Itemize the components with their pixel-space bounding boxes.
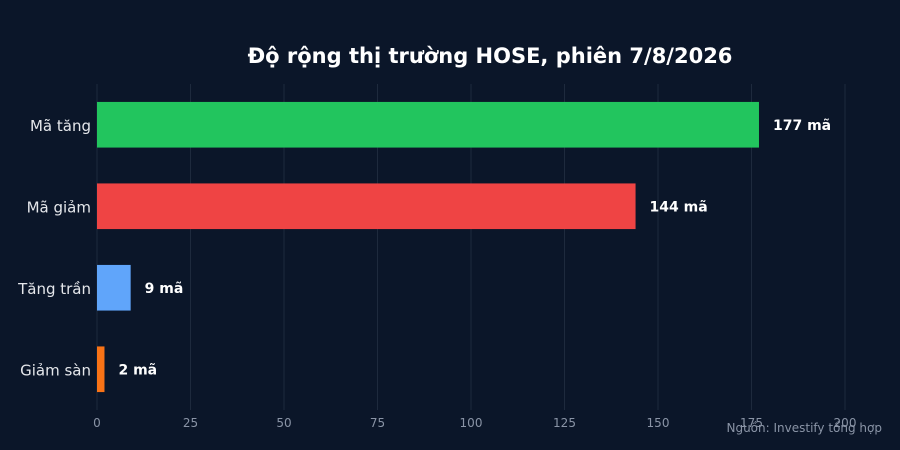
x-tick-label: 75: [370, 416, 385, 430]
category-label: Mã tăng: [30, 117, 91, 135]
x-tick-label: 50: [276, 416, 291, 430]
x-tick-label: 150: [647, 416, 670, 430]
bar: [97, 264, 131, 311]
source-note: Nguồn: Investify tổng hợp: [726, 421, 882, 435]
bars: [97, 101, 759, 393]
bar: [97, 183, 636, 230]
category-label: Mã giảm: [27, 198, 91, 216]
x-tick-label: 175: [740, 416, 763, 430]
category-label: Giảm sàn: [20, 361, 91, 379]
category-label: Tăng trần: [17, 280, 91, 298]
bar: [97, 346, 105, 393]
labels: 0 25 50 75 100 125 150 175 200 Mã tăng 177 mã Mã gi…: [17, 117, 856, 430]
x-tick-label: 25: [183, 416, 198, 430]
data-label: 9 mã: [145, 281, 184, 297]
data-label: 2 mã: [118, 362, 157, 378]
data-label: 177 mã: [773, 118, 831, 134]
x-tick-label: 100: [460, 416, 483, 430]
data-label: 144 mã: [650, 199, 708, 215]
x-tick-label: 200: [834, 416, 857, 430]
x-tick-label: 0: [93, 416, 101, 430]
x-tick-label: 125: [553, 416, 576, 430]
bar: [97, 101, 759, 148]
chart-title: Độ rộng thị trường HOSE, phiên 7/8/2026: [247, 44, 733, 68]
